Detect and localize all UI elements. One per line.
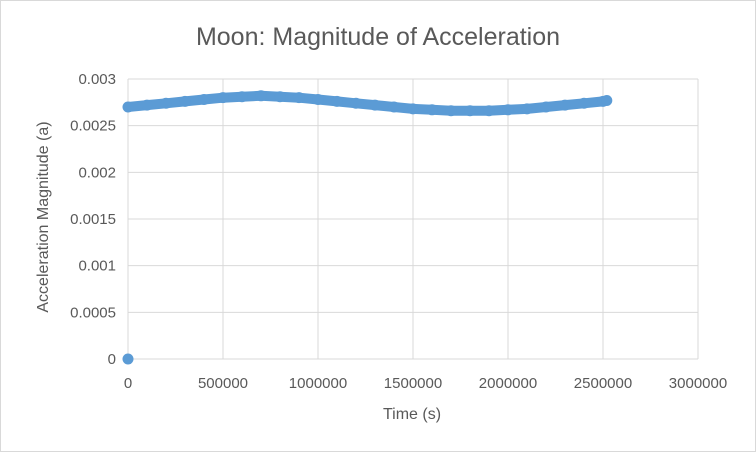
- data-point: [559, 99, 571, 111]
- data-point: [179, 95, 191, 107]
- x-tick-label: 1500000: [384, 375, 442, 392]
- chart-title: Moon: Magnitude of Acceleration: [196, 23, 560, 51]
- x-tick-label: 0: [124, 375, 132, 392]
- data-point: [312, 94, 324, 106]
- y-tick-label: 0.003: [78, 71, 116, 88]
- data-point: [217, 92, 229, 104]
- x-tick-label: 3000000: [669, 375, 727, 392]
- x-tick-label: 1000000: [289, 375, 347, 392]
- data-point: [464, 105, 476, 117]
- data-point: [483, 105, 495, 117]
- data-point: [426, 104, 438, 116]
- data-point: [274, 91, 286, 103]
- x-tick-label: 500000: [198, 375, 248, 392]
- data-point: [407, 103, 419, 115]
- y-axis-title: Acceleration Magnitude (a): [35, 121, 52, 312]
- y-tick-label: 0.0005: [70, 304, 116, 321]
- x-tick-labels: 0 500000 1000000 1500000 2000000 2500000 30000…: [124, 375, 727, 392]
- y-tick-labels: 0 0.0005 0.001 0.0015 0.002 0.0025 0.003: [70, 71, 116, 368]
- data-point: [122, 353, 134, 365]
- x-axis-title: Time (s): [383, 406, 441, 423]
- data-point: [160, 97, 172, 109]
- y-tick-label: 0.0025: [70, 118, 116, 135]
- data-point: [445, 105, 457, 117]
- data-point: [141, 99, 153, 111]
- x-tick-label: 2000000: [479, 375, 537, 392]
- gridlines: [127, 78, 699, 360]
- y-tick-label: 0.002: [78, 164, 116, 181]
- data-point: [255, 90, 267, 102]
- y-tick-label: 0.0015: [70, 211, 116, 228]
- data-point: [578, 97, 590, 109]
- data-point: [198, 94, 210, 106]
- data-point: [350, 97, 362, 109]
- data-point: [236, 91, 248, 103]
- data-point: [601, 94, 613, 106]
- data-point: [331, 95, 343, 107]
- data-point: [521, 103, 533, 115]
- y-tick-label: 0: [108, 351, 116, 368]
- x-tick-label: 2500000: [574, 375, 632, 392]
- data-point: [293, 92, 305, 104]
- data-point: [388, 101, 400, 113]
- data-point: [540, 101, 552, 113]
- data-point: [369, 99, 381, 111]
- data-point: [502, 104, 514, 116]
- data-point: [122, 101, 134, 113]
- data-series: [122, 90, 613, 365]
- y-tick-label: 0.001: [78, 258, 116, 275]
